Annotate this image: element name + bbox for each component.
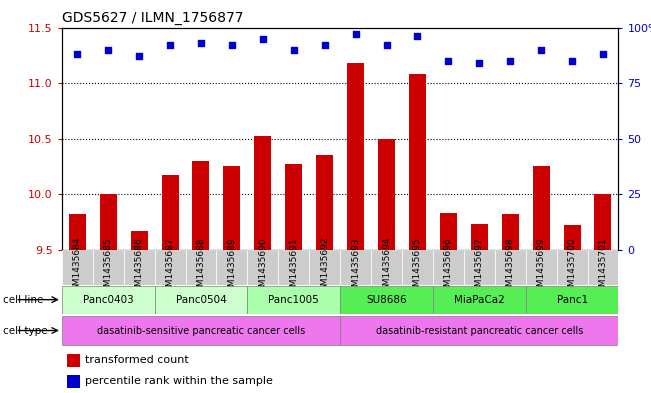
Point xyxy=(536,47,546,53)
Text: GSM1435701: GSM1435701 xyxy=(598,237,607,298)
Text: MiaPaCa2: MiaPaCa2 xyxy=(454,295,505,305)
Point xyxy=(474,60,484,66)
Text: GSM1435689: GSM1435689 xyxy=(227,237,236,298)
Text: Panc0504: Panc0504 xyxy=(176,295,227,305)
Text: GSM1435692: GSM1435692 xyxy=(320,237,329,298)
Text: GSM1435686: GSM1435686 xyxy=(135,237,144,298)
Bar xyxy=(525,250,557,285)
Text: GSM1435699: GSM1435699 xyxy=(536,237,546,298)
Bar xyxy=(100,194,117,250)
Point xyxy=(227,42,237,48)
Bar xyxy=(161,175,178,250)
Bar xyxy=(371,250,402,285)
Text: percentile rank within the sample: percentile rank within the sample xyxy=(85,376,273,386)
Text: cell line: cell line xyxy=(3,295,44,305)
Text: dasatinib-sensitive pancreatic cancer cells: dasatinib-sensitive pancreatic cancer ce… xyxy=(97,325,305,336)
Bar xyxy=(309,250,340,285)
Text: GSM1435697: GSM1435697 xyxy=(475,237,484,298)
Point xyxy=(258,35,268,42)
Point xyxy=(443,58,454,64)
Text: Panc1: Panc1 xyxy=(557,295,588,305)
Bar xyxy=(131,231,148,250)
Bar xyxy=(471,224,488,250)
Text: GSM1435696: GSM1435696 xyxy=(444,237,453,298)
Text: GSM1435690: GSM1435690 xyxy=(258,237,268,298)
Text: GSM1435700: GSM1435700 xyxy=(568,237,577,298)
Bar xyxy=(347,63,364,250)
Text: cell type: cell type xyxy=(3,325,48,336)
Text: transformed count: transformed count xyxy=(85,355,189,365)
Bar xyxy=(285,164,302,250)
Bar xyxy=(68,354,79,367)
Point xyxy=(165,42,175,48)
Bar xyxy=(464,250,495,285)
Bar xyxy=(193,161,210,250)
Bar xyxy=(587,250,618,285)
Text: GSM1435691: GSM1435691 xyxy=(289,237,298,298)
Bar xyxy=(278,250,309,285)
Point xyxy=(72,51,83,57)
Text: GSM1435688: GSM1435688 xyxy=(197,237,206,298)
Point xyxy=(381,42,392,48)
Text: GSM1435685: GSM1435685 xyxy=(104,237,113,298)
Bar xyxy=(124,250,154,285)
Bar xyxy=(433,250,464,285)
Text: GDS5627 / ILMN_1756877: GDS5627 / ILMN_1756877 xyxy=(62,11,243,25)
Bar xyxy=(557,250,587,285)
Bar xyxy=(440,213,457,250)
Bar xyxy=(409,74,426,250)
Point xyxy=(134,53,145,59)
Bar xyxy=(525,285,618,314)
Bar xyxy=(502,214,519,250)
Bar xyxy=(69,214,86,250)
Point xyxy=(505,58,516,64)
Text: GSM1435698: GSM1435698 xyxy=(506,237,515,298)
Text: GSM1435687: GSM1435687 xyxy=(165,237,174,298)
Point xyxy=(288,47,299,53)
Bar xyxy=(495,250,525,285)
Point xyxy=(412,33,422,40)
Bar xyxy=(186,250,216,285)
Bar xyxy=(62,250,92,285)
Bar xyxy=(216,250,247,285)
Bar xyxy=(154,285,247,314)
Point xyxy=(598,51,608,57)
Bar xyxy=(62,316,340,345)
Text: SU8686: SU8686 xyxy=(367,295,407,305)
Point xyxy=(320,42,330,48)
Text: GSM1435684: GSM1435684 xyxy=(73,237,82,298)
Bar xyxy=(154,250,186,285)
Bar xyxy=(68,375,79,387)
Text: GSM1435695: GSM1435695 xyxy=(413,237,422,298)
Point xyxy=(350,31,361,37)
Bar xyxy=(255,136,271,250)
Bar xyxy=(340,285,433,314)
Text: Panc0403: Panc0403 xyxy=(83,295,133,305)
Bar xyxy=(402,250,433,285)
Bar xyxy=(378,139,395,250)
Bar xyxy=(247,285,340,314)
Bar xyxy=(340,250,371,285)
Point xyxy=(567,58,577,64)
Bar xyxy=(594,194,611,250)
Bar xyxy=(62,285,154,314)
Bar xyxy=(223,166,240,250)
Point xyxy=(103,47,113,53)
Text: dasatinib-resistant pancreatic cancer cells: dasatinib-resistant pancreatic cancer ce… xyxy=(376,325,583,336)
Text: GSM1435694: GSM1435694 xyxy=(382,237,391,298)
Bar xyxy=(340,316,618,345)
Bar xyxy=(564,225,581,250)
Bar xyxy=(92,250,124,285)
Bar xyxy=(247,250,278,285)
Bar xyxy=(533,166,549,250)
Bar xyxy=(316,155,333,250)
Text: Panc1005: Panc1005 xyxy=(268,295,319,305)
Text: GSM1435693: GSM1435693 xyxy=(351,237,360,298)
Bar xyxy=(433,285,525,314)
Point xyxy=(196,40,206,46)
